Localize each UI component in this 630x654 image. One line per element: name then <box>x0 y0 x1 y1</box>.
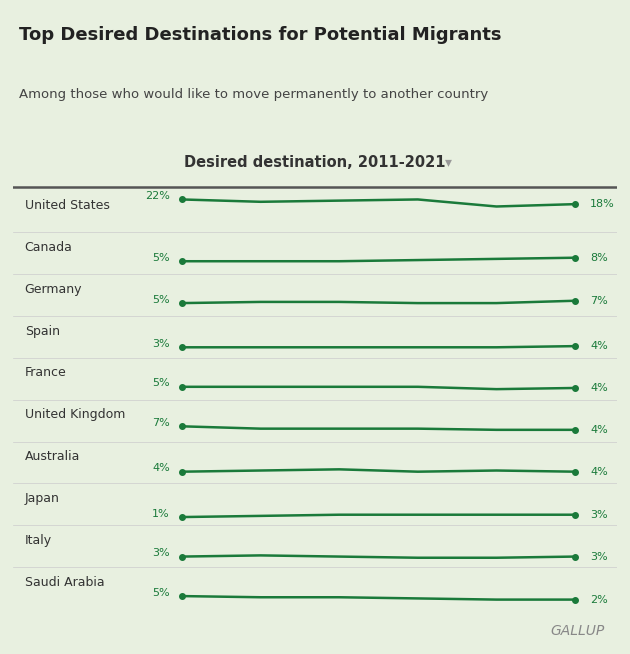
Text: 2%: 2% <box>590 594 608 604</box>
Text: GALLUP: GALLUP <box>551 624 605 638</box>
Text: 4%: 4% <box>152 463 170 473</box>
Text: 5%: 5% <box>152 295 170 305</box>
Text: 18%: 18% <box>590 199 615 209</box>
Text: Italy: Italy <box>25 534 52 547</box>
Text: 4%: 4% <box>590 467 608 477</box>
Text: Top Desired Destinations for Potential Migrants: Top Desired Destinations for Potential M… <box>19 26 501 44</box>
Text: 3%: 3% <box>152 548 170 559</box>
Text: 4%: 4% <box>590 383 608 393</box>
Text: 5%: 5% <box>152 253 170 263</box>
Text: United Kingdom: United Kingdom <box>25 408 125 421</box>
Text: ▾: ▾ <box>445 155 452 169</box>
Text: 1%: 1% <box>152 509 170 519</box>
Text: Saudi Arabia: Saudi Arabia <box>25 576 105 589</box>
Text: Canada: Canada <box>25 241 72 254</box>
Text: France: France <box>25 366 66 379</box>
Text: Desired destination, 2011-2021: Desired destination, 2011-2021 <box>184 155 446 169</box>
Text: 7%: 7% <box>590 296 608 306</box>
Text: 3%: 3% <box>590 551 608 562</box>
Text: Japan: Japan <box>25 492 60 505</box>
Text: 3%: 3% <box>590 509 608 520</box>
Text: 5%: 5% <box>152 379 170 388</box>
Text: 4%: 4% <box>590 425 608 435</box>
Text: Germany: Germany <box>25 283 82 296</box>
Text: 22%: 22% <box>145 191 170 201</box>
Text: United States: United States <box>25 199 110 212</box>
Text: Spain: Spain <box>25 324 60 337</box>
Text: 3%: 3% <box>152 339 170 349</box>
Text: Australia: Australia <box>25 450 80 463</box>
Text: 5%: 5% <box>152 588 170 598</box>
Text: 7%: 7% <box>152 418 170 428</box>
Text: Among those who would like to move permanently to another country: Among those who would like to move perma… <box>19 88 488 101</box>
Text: 8%: 8% <box>590 252 608 263</box>
Text: 4%: 4% <box>590 341 608 351</box>
